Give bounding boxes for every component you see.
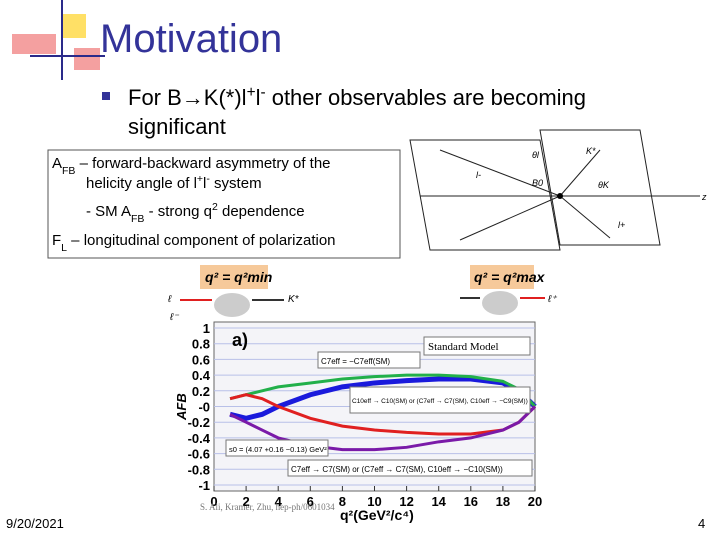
y-tick-label: -0.4 xyxy=(188,431,211,446)
svg-text:K*: K* xyxy=(586,146,596,156)
x-axis-label: q²(GeV²/c⁴) xyxy=(340,507,414,523)
y-tick-label: -0.8 xyxy=(188,462,210,477)
y-tick-label: -0.2 xyxy=(188,415,210,430)
meson xyxy=(482,291,518,315)
y-axis-label: AFB xyxy=(174,393,189,421)
x-tick-label: 12 xyxy=(399,494,413,509)
x-tick-label: 8 xyxy=(339,494,346,509)
y-tick-label: -1 xyxy=(198,478,210,493)
x-tick-label: 16 xyxy=(464,494,478,509)
svg-text:K*: K* xyxy=(288,294,300,305)
y-tick-label: 0.2 xyxy=(192,384,210,399)
b-vertex xyxy=(557,193,563,199)
svg-text:θl: θl xyxy=(532,150,540,160)
box-text: AFB – forward-backward asymmetry of the … xyxy=(52,155,336,254)
legend-box xyxy=(423,336,531,356)
y-tick-label: 0.4 xyxy=(192,368,211,383)
curve xyxy=(229,405,537,452)
svg-text:helicity angle of l+l- system: helicity angle of l+l- system xyxy=(86,173,262,192)
legend-entry: C7eff → C7(SM) or (C7eff → C7(SM), C10ef… xyxy=(291,465,503,474)
x-tick-label: 6 xyxy=(307,494,314,509)
x-tick-label: 14 xyxy=(431,494,446,509)
diagram-label-box xyxy=(470,265,534,289)
y-tick-label: 0.8 xyxy=(192,337,210,352)
citation: S. Ali, Kramer, Zhu, hep-ph/0601034 xyxy=(200,502,335,512)
legend-entry: Standard Model xyxy=(428,341,499,353)
title: Motivation xyxy=(100,17,282,61)
legend-box xyxy=(349,386,531,414)
x-tick-label: 0 xyxy=(210,494,217,509)
svg-text:FL – longitudinal component of: FL – longitudinal component of polarizat… xyxy=(52,232,336,254)
x-tick-label: 20 xyxy=(528,494,542,509)
bullet-marker xyxy=(102,92,110,100)
footer-page: 4 xyxy=(698,516,705,531)
legend-box xyxy=(317,351,421,369)
svg-text:ℓ: ℓ xyxy=(167,294,172,305)
svg-text:- SM AFB - strong q2 dependenc: - SM AFB - strong q2 dependence xyxy=(86,201,305,225)
svg-text:z: z xyxy=(701,192,707,202)
kinematics-sketch xyxy=(409,129,700,251)
curve xyxy=(229,373,537,408)
svg-text:ℓ⁺: ℓ⁺ xyxy=(547,294,557,305)
meson xyxy=(214,293,250,317)
y-tick-label: 0.6 xyxy=(192,352,210,367)
bullet-text: For B→K(*)l+l- other observables are bec… xyxy=(128,84,586,111)
y-tick-label: 1 xyxy=(203,321,210,336)
svg-text:l-: l- xyxy=(476,170,481,180)
deco xyxy=(12,34,56,54)
x-tick-label: 18 xyxy=(496,494,510,509)
annotation: s0 = (4.07 +0.16 −0.13) GeV² xyxy=(229,445,327,454)
deco xyxy=(62,14,86,38)
footer-date: 9/20/2021 xyxy=(6,516,64,531)
legend-box xyxy=(287,459,533,477)
svg-text:ℓ⁻: ℓ⁻ xyxy=(169,312,179,323)
y-tick-label: -0 xyxy=(198,400,210,415)
kinematics-labels: θl K* l- B0 θK l+ z xyxy=(476,146,707,230)
legend-entry: C10eff → C10(SM) or (C7eff → C7(SM), C10… xyxy=(352,398,528,405)
diagram-label: q² = q²min xyxy=(205,269,272,285)
x-tick-label: 4 xyxy=(275,494,283,509)
diagram-label-box xyxy=(200,265,268,289)
x-tick-label: 2 xyxy=(242,494,249,509)
x-tick-label: 10 xyxy=(367,494,381,509)
diagram-labels: ℓ ℓ⁻ K* ℓ⁺ xyxy=(167,294,557,323)
panel-label: a) xyxy=(232,330,248,350)
y-tick-label: -0.6 xyxy=(188,447,210,462)
legend-entry: C7eff = −C7eff(SM) xyxy=(321,357,390,366)
legend-box xyxy=(225,439,329,457)
box xyxy=(47,149,401,259)
diagram-label: q² = q²max xyxy=(474,269,546,285)
svg-text:B0: B0 xyxy=(532,178,543,188)
svg-text:AFB – forward-backward asymmet: AFB – forward-backward asymmetry of the xyxy=(52,155,331,177)
svg-text:l+: l+ xyxy=(618,220,625,230)
bullet-text: significant xyxy=(128,114,226,139)
deco xyxy=(74,48,100,70)
svg-text:θK: θK xyxy=(598,180,610,190)
